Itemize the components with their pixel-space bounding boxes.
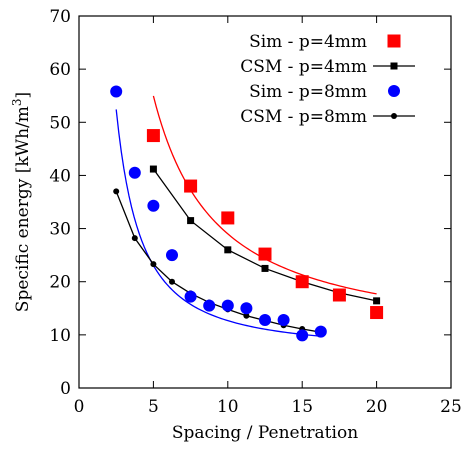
data-point-s1-4 [259,248,272,261]
data-point-s3-7 [222,300,234,312]
series-line-4 [116,191,321,332]
data-point-s3-8 [240,302,252,314]
y-tick-label-10: 10 [49,326,71,346]
legend-marker-2 [391,63,398,70]
y-tick-label-0: 0 [60,379,71,399]
y-tick-label-20: 20 [49,273,71,293]
x-tick-label-0: 0 [74,397,85,417]
data-point-s3-5 [185,291,197,303]
y-axis-title-main: Specific energy [kWh/m [13,106,33,312]
x-tick-label-15: 15 [291,397,313,417]
y-tick-label-70: 70 [49,7,71,27]
fit-curve-2 [116,109,321,336]
data-point-s1-5 [296,275,309,288]
data-point-s3-11 [296,329,308,341]
y-tick-label-30: 30 [49,220,71,240]
data-point-s4-2 [132,235,138,241]
legend: Sim - p=4mm CSM - p=4mm Sim - p=8mm CSM - p… [240,32,415,127]
x-tick-label-10: 10 [217,397,239,417]
data-point-s1-2 [184,180,197,193]
data-point-s2-4 [262,265,269,272]
data-point-s3-12 [315,326,327,338]
data-point-s1-1 [147,129,160,142]
data-point-s4-1 [113,188,119,194]
data-point-s2-1 [150,166,157,173]
data-point-s3-3 [147,200,159,212]
legend-label-4: CSM - p=8mm [240,107,367,127]
y-axis-title: Specific energy [kWh/m3] [10,92,33,312]
legend-label-3: Sim - p=8mm [249,82,367,102]
x-tick-label-25: 25 [440,397,462,417]
legend-label-1: Sim - p=4mm [249,32,367,52]
y-axis-title-sup: 3 [10,98,24,106]
data-point-s2-7 [373,297,380,304]
legend-marker-3 [388,85,400,97]
legend-marker-1 [388,35,401,48]
legend-marker-4 [391,113,397,119]
x-tick-label-5: 5 [148,397,159,417]
y-axis-title-end: ] [13,92,33,99]
data-point-s4-3 [150,261,156,267]
x-tick-label-20: 20 [366,397,388,417]
data-point-s3-2 [129,167,141,179]
x-axis-title: Spacing / Penetration [172,423,358,443]
y-tick-label-60: 60 [49,60,71,80]
data-point-s4-4 [169,279,175,285]
data-point-s3-9 [259,314,271,326]
data-point-s1-3 [221,211,234,224]
data-point-s3-4 [166,249,178,261]
data-point-s3-6 [203,300,215,312]
axes: 0 5 10 15 20 25 0 10 20 30 40 50 60 70 Spacing / Penet… [10,7,462,443]
data-point-s1-6 [333,289,346,302]
data-point-s3-10 [278,314,290,326]
y-tick-label-50: 50 [49,113,71,133]
data-point-s1-7 [370,306,383,319]
y-tick-label-40: 40 [49,166,71,186]
data-point-s2-2 [187,217,194,224]
legend-label-2: CSM - p=4mm [240,57,367,77]
data-point-s3-1 [110,85,122,97]
data-point-s2-3 [224,246,231,253]
